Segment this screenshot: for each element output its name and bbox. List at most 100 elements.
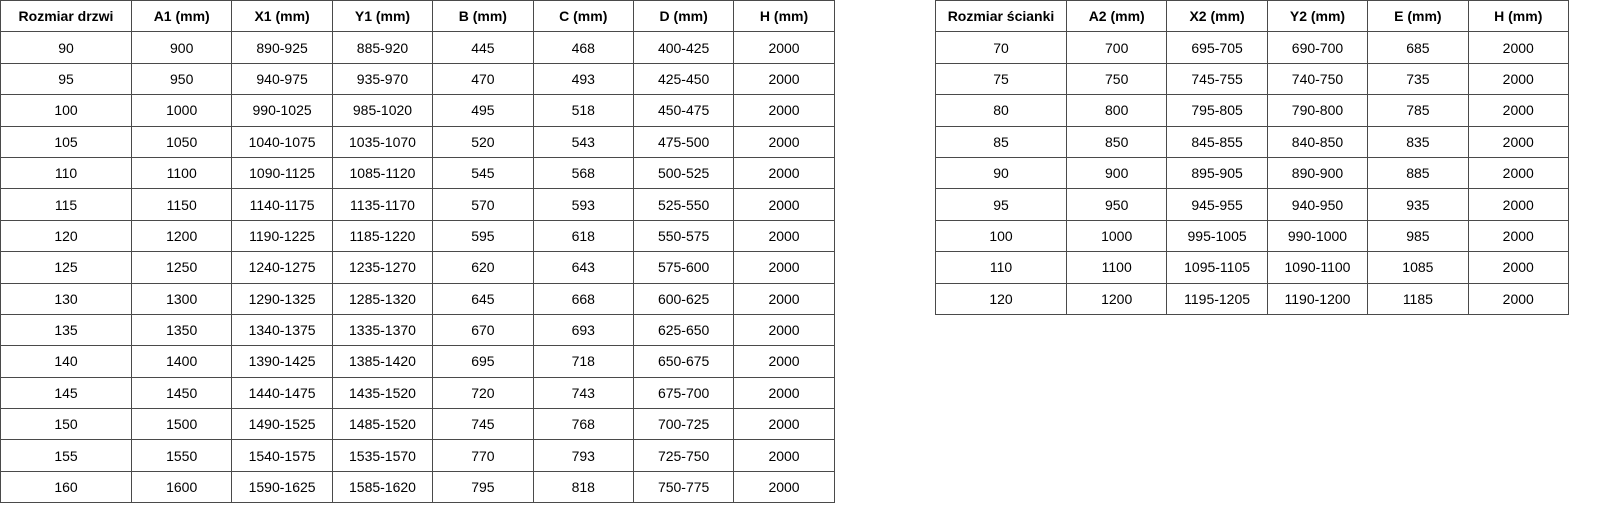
table-cell: 735 bbox=[1367, 62, 1469, 96]
table-cell: 1450 bbox=[130, 376, 233, 410]
table-cell: 700 bbox=[1065, 31, 1168, 64]
table-cell: 1490-1525 bbox=[231, 408, 333, 441]
table-cell: 745-755 bbox=[1166, 62, 1268, 96]
table-cell: 935-970 bbox=[331, 62, 434, 96]
table-cell: 685 bbox=[1367, 31, 1469, 64]
table-cell: 2000 bbox=[1467, 282, 1569, 315]
table-cell: 795 bbox=[432, 470, 534, 504]
table-cell: 155 bbox=[0, 439, 132, 472]
table-cell: 768 bbox=[532, 408, 634, 441]
table-cell: 595 bbox=[432, 219, 534, 253]
table-cell: 2000 bbox=[733, 94, 835, 127]
table-cell: 140 bbox=[0, 345, 132, 378]
table-cell: 990-1000 bbox=[1266, 219, 1369, 253]
table-header-row: Rozmiar drzwi A1 (mm) X1 (mm) Y1 (mm) B (mm)… bbox=[0, 0, 835, 33]
table-cell: 445 bbox=[432, 31, 534, 64]
table-cell: 695 bbox=[432, 345, 534, 378]
table-cell: 495 bbox=[432, 94, 534, 127]
column-header: C (mm) bbox=[532, 0, 634, 33]
table-cell: 518 bbox=[532, 94, 634, 127]
table-cell: 840-850 bbox=[1266, 125, 1369, 158]
table-cell: 818 bbox=[532, 470, 634, 504]
table-cell: 2000 bbox=[733, 219, 835, 253]
table-cell: 2000 bbox=[1467, 219, 1569, 253]
table-cell: 720 bbox=[432, 376, 534, 410]
table-cell: 475-500 bbox=[632, 125, 735, 158]
table-cell: 668 bbox=[532, 282, 634, 315]
table-cell: 1600 bbox=[130, 470, 233, 504]
table-cell: 1090-1125 bbox=[231, 156, 333, 190]
table-cell: 600-625 bbox=[632, 282, 735, 315]
table-row: 95 950 945-955 940-950 935 2000 bbox=[935, 188, 1569, 221]
table-cell: 550-575 bbox=[632, 219, 735, 253]
table-row: 90 900 890-925 885-920 445 468 400-425 2000 bbox=[0, 31, 835, 64]
table-cell: 2000 bbox=[733, 408, 835, 441]
table-cell: 790-800 bbox=[1266, 94, 1369, 127]
table-row: 75 750 745-755 740-750 735 2000 bbox=[935, 62, 1569, 96]
table-cell: 1040-1075 bbox=[231, 125, 333, 158]
table-cell: 570 bbox=[432, 188, 534, 221]
wall-panel-size-table: Rozmiar ścianki A2 (mm) X2 (mm) Y2 (mm) E (m… bbox=[935, 0, 1569, 315]
table-cell: 1095-1105 bbox=[1166, 251, 1268, 284]
table-cell: 1000 bbox=[130, 94, 233, 127]
table-cell: 85 bbox=[935, 125, 1067, 158]
table-cell: 1435-1520 bbox=[331, 376, 434, 410]
column-header: X2 (mm) bbox=[1166, 0, 1268, 33]
table-cell: 1200 bbox=[1065, 282, 1168, 315]
table-cell: 1300 bbox=[130, 282, 233, 315]
table-cell: 750-775 bbox=[632, 470, 735, 504]
table-row: 120 1200 1190-1225 1185-1220 595 618 550-575 20… bbox=[0, 219, 835, 253]
column-header: X1 (mm) bbox=[231, 0, 333, 33]
table-cell: 885-920 bbox=[331, 31, 434, 64]
table-cell: 493 bbox=[532, 62, 634, 96]
table-cell: 2000 bbox=[733, 156, 835, 190]
table-row: 70 700 695-705 690-700 685 2000 bbox=[935, 31, 1569, 64]
table-cell: 740-750 bbox=[1266, 62, 1369, 96]
table-cell: 900 bbox=[1065, 156, 1168, 190]
table-cell: 2000 bbox=[1467, 62, 1569, 96]
table-cell: 1385-1420 bbox=[331, 345, 434, 378]
table-cell: 1500 bbox=[130, 408, 233, 441]
table-cell: 95 bbox=[935, 188, 1067, 221]
table-cell: 2000 bbox=[1467, 251, 1569, 284]
table-cell: 545 bbox=[432, 156, 534, 190]
table-cell: 1195-1205 bbox=[1166, 282, 1268, 315]
table-cell: 95 bbox=[0, 62, 132, 96]
table-cell: 1350 bbox=[130, 313, 233, 347]
table-header-row: Rozmiar ścianki A2 (mm) X2 (mm) Y2 (mm) E (m… bbox=[935, 0, 1569, 33]
table-cell: 1585-1620 bbox=[331, 470, 434, 504]
table-cell: 800 bbox=[1065, 94, 1168, 127]
column-header: B (mm) bbox=[432, 0, 534, 33]
table-cell: 1440-1475 bbox=[231, 376, 333, 410]
table-cell: 940-950 bbox=[1266, 188, 1369, 221]
table-cell: 1540-1575 bbox=[231, 439, 333, 472]
table-row: 110 1100 1090-1125 1085-1120 545 568 500-525 20… bbox=[0, 156, 835, 190]
table-cell: 110 bbox=[935, 251, 1067, 284]
table-cell: 1200 bbox=[130, 219, 233, 253]
column-header: D (mm) bbox=[632, 0, 735, 33]
table-row: 155 1550 1540-1575 1535-1570 770 793 725-750 20… bbox=[0, 439, 835, 472]
table-cell: 1335-1370 bbox=[331, 313, 434, 347]
table-row: 100 1000 995-1005 990-1000 985 2000 bbox=[935, 219, 1569, 253]
column-header: A1 (mm) bbox=[130, 0, 233, 33]
table-cell: 2000 bbox=[733, 62, 835, 96]
table-cell: 400-425 bbox=[632, 31, 735, 64]
table-cell: 525-550 bbox=[632, 188, 735, 221]
table-cell: 115 bbox=[0, 188, 132, 221]
table-row: 85 850 845-855 840-850 835 2000 bbox=[935, 125, 1569, 158]
table-cell: 2000 bbox=[1467, 94, 1569, 127]
table-cell: 890-925 bbox=[231, 31, 333, 64]
table-cell: 1000 bbox=[1065, 219, 1168, 253]
table-cell: 995-1005 bbox=[1166, 219, 1268, 253]
table-cell: 1140-1175 bbox=[231, 188, 333, 221]
table-row: 95 950 940-975 935-970 470 493 425-450 2000 bbox=[0, 62, 835, 96]
table-cell: 125 bbox=[0, 251, 132, 284]
table-cell: 693 bbox=[532, 313, 634, 347]
table-row: 135 1350 1340-1375 1335-1370 670 693 625-650 20… bbox=[0, 313, 835, 347]
table-cell: 890-900 bbox=[1266, 156, 1369, 190]
table-cell: 2000 bbox=[733, 313, 835, 347]
table-cell: 160 bbox=[0, 470, 132, 504]
table-cell: 795-805 bbox=[1166, 94, 1268, 127]
table-cell: 2000 bbox=[1467, 31, 1569, 64]
table-cell: 1190-1225 bbox=[231, 219, 333, 253]
